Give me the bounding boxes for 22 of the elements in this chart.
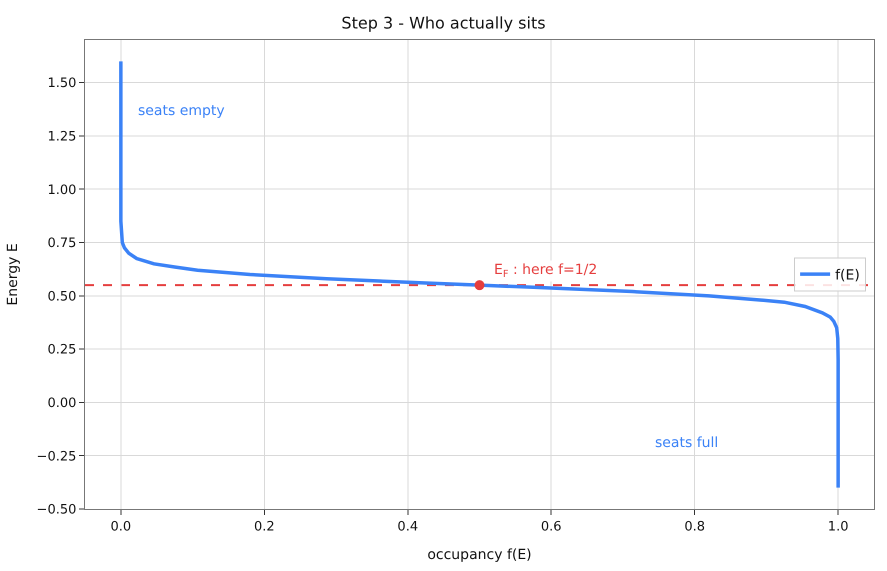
y-tick-label: −0.25	[36, 449, 76, 464]
y-tick-label: 0.25	[47, 342, 76, 358]
y-tick-label: 0.75	[47, 236, 76, 252]
x-axis-title: occupancy f(E)	[427, 546, 532, 563]
x-tick-label: 0.0	[110, 520, 132, 535]
x-tick-label: 0.8	[684, 520, 706, 535]
y-axis-title: Energy E	[5, 243, 22, 306]
y-tick-label: 1.50	[47, 76, 76, 92]
x-tick-label: 0.6	[540, 520, 562, 535]
annotation: seats full	[655, 435, 718, 451]
y-tick-label: −0.50	[36, 502, 76, 518]
annotation: E$_{F}$ : here f=1/2	[494, 262, 598, 280]
y-tick-label: 0.00	[47, 396, 76, 411]
legend-label: f(E)	[835, 268, 860, 284]
x-tick-label: 1.0	[828, 520, 848, 535]
x-tick-label: 0.4	[397, 520, 418, 535]
y-tick-label: 1.25	[47, 129, 76, 144]
annotation: seats empty	[138, 103, 225, 119]
y-tick-label: 0.50	[47, 289, 76, 304]
chart-title: Step 3 - Who actually sits	[341, 13, 546, 32]
x-tick-label: 0.2	[254, 520, 275, 535]
y-tick-label: 1.00	[47, 182, 76, 198]
